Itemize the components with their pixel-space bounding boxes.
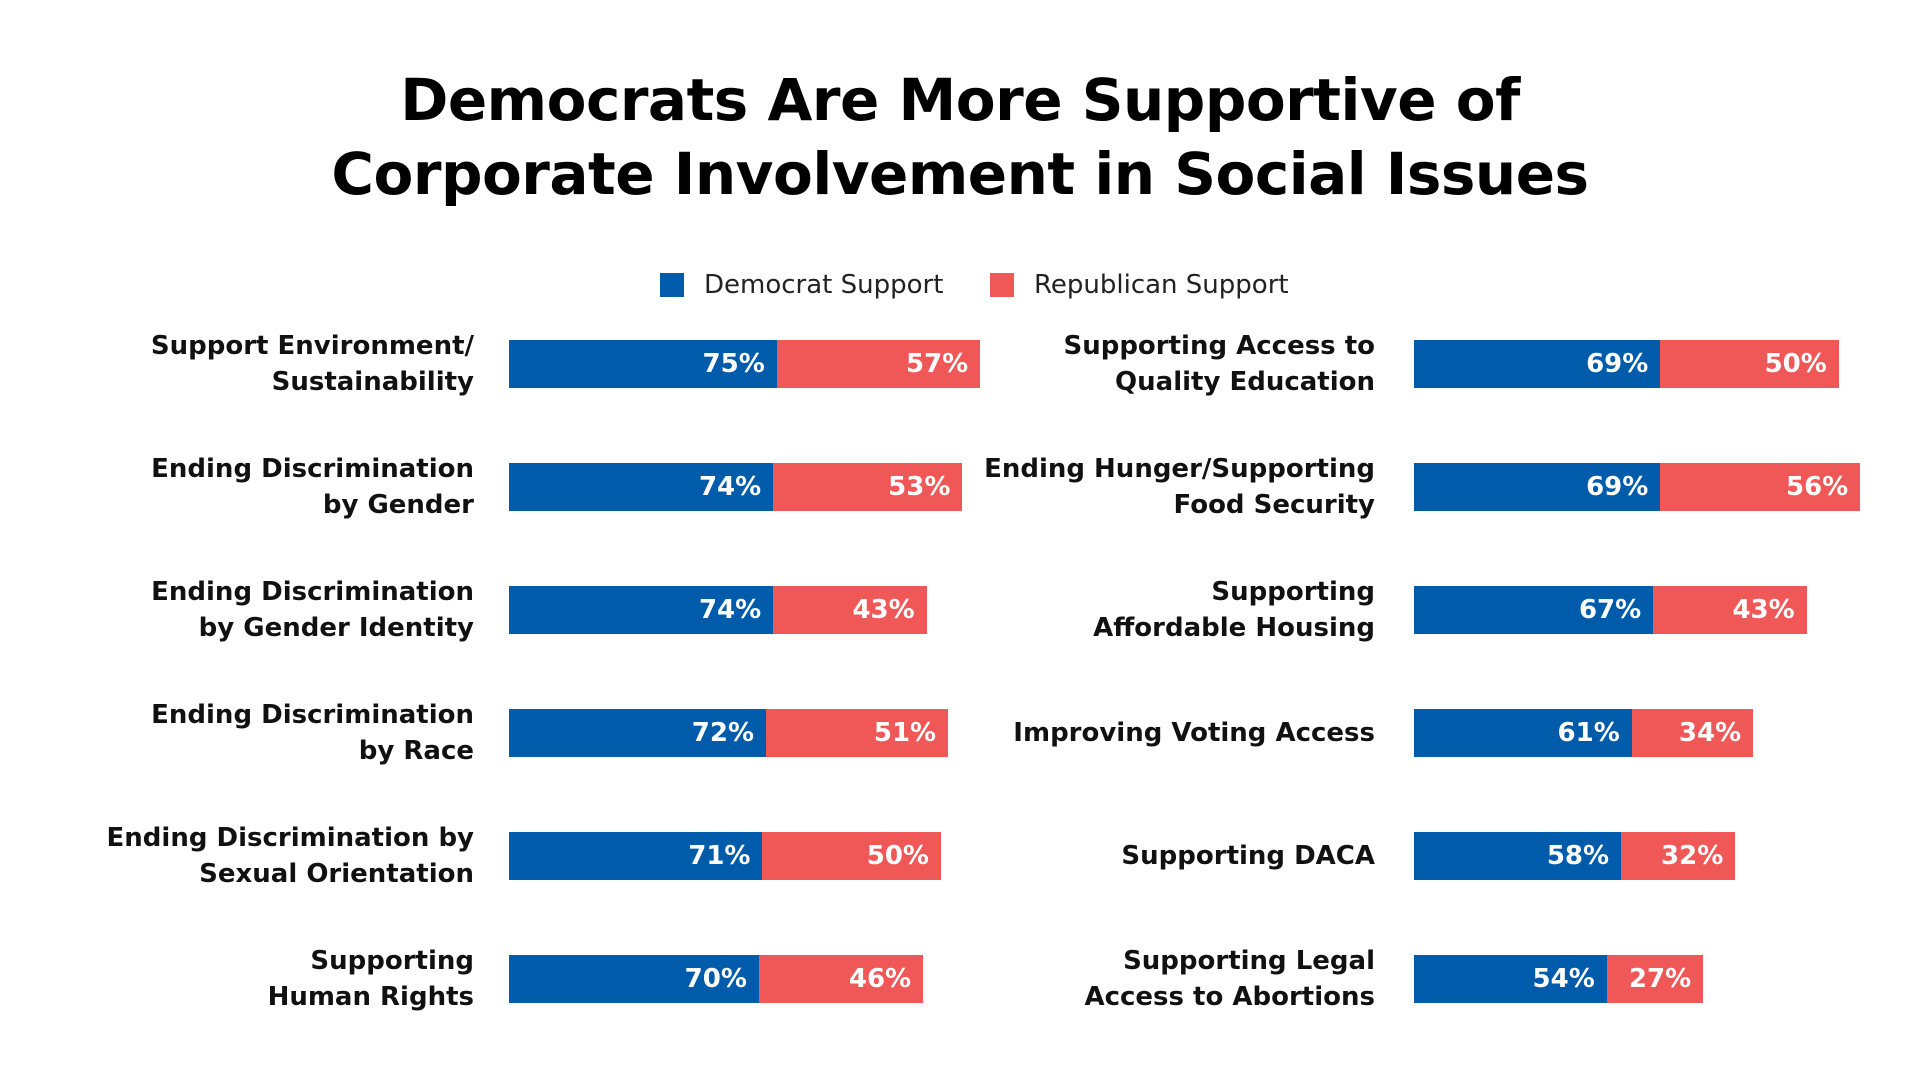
bar-republican: 57% bbox=[776, 340, 981, 388]
data-label-republican: 51% bbox=[873, 718, 937, 748]
bar-republican: 46% bbox=[758, 955, 924, 1003]
category-label-line: by Gender Identity bbox=[198, 613, 474, 643]
bar-democrat: 69% bbox=[1414, 340, 1661, 388]
category-label-line: Sustainability bbox=[271, 367, 474, 397]
data-label-democrat: 71% bbox=[688, 841, 751, 871]
bar-republican: 56% bbox=[1660, 463, 1861, 511]
bar-democrat: 72% bbox=[509, 709, 767, 757]
legend-label-republican: Republican Support bbox=[1034, 270, 1289, 300]
category-label: Ending Discrimination by Race bbox=[151, 697, 474, 769]
data-label-republican: 53% bbox=[888, 472, 951, 502]
category-label-line: by Race bbox=[358, 736, 474, 766]
bar-democrat: 69% bbox=[1414, 463, 1661, 511]
bar-republican: 43% bbox=[1653, 586, 1807, 634]
bar-democrat: 61% bbox=[1414, 709, 1632, 757]
chart-title-line-1: Democrats Are More Supportive of bbox=[400, 66, 1520, 134]
category-label-line: Support Environment/ bbox=[150, 331, 474, 361]
category-label-line: Supporting bbox=[310, 946, 474, 976]
legend-label-democrat: Democrat Support bbox=[704, 270, 944, 300]
bar-democrat: 75% bbox=[509, 340, 777, 388]
category-label-line: by Gender bbox=[322, 490, 474, 520]
category-label-line: Supporting Access to bbox=[1063, 331, 1375, 361]
bar-republican: 43% bbox=[773, 586, 927, 634]
chart-title-line-2: Corporate Involvement in Social Issues bbox=[331, 140, 1589, 208]
data-label-democrat: 61% bbox=[1557, 718, 1620, 748]
category-label-line: Ending Discrimination bbox=[151, 577, 474, 607]
data-label-republican: 56% bbox=[1786, 472, 1849, 502]
data-label-democrat: 69% bbox=[1586, 472, 1649, 502]
data-label-democrat: 72% bbox=[691, 718, 755, 748]
data-label-republican: 34% bbox=[1678, 718, 1742, 748]
category-label-line: Supporting Legal bbox=[1123, 946, 1375, 976]
data-label-democrat: 75% bbox=[702, 349, 765, 379]
bar-republican: 53% bbox=[773, 463, 963, 511]
bar-republican: 27% bbox=[1606, 955, 1704, 1003]
category-label: Ending Discrimination by Gender bbox=[151, 451, 474, 523]
bar-democrat: 74% bbox=[509, 463, 774, 511]
data-label-republican: 57% bbox=[906, 349, 969, 379]
category-label-line: Human Rights bbox=[267, 982, 474, 1012]
bar-democrat: 67% bbox=[1414, 586, 1654, 634]
category-label-line: Ending Discrimination by bbox=[106, 823, 474, 853]
category-label-line: Supporting DACA bbox=[1121, 841, 1375, 871]
data-label-democrat: 69% bbox=[1586, 349, 1649, 379]
legend-item-democrat: Democrat Support bbox=[660, 268, 943, 302]
category-label: Supporting Legal Access to Abortions bbox=[1084, 943, 1375, 1015]
category-label-line: Quality Education bbox=[1115, 367, 1375, 397]
bar-republican: 50% bbox=[762, 832, 941, 880]
data-label-democrat: 74% bbox=[698, 595, 762, 625]
category-label: Supporting Human Rights bbox=[268, 943, 474, 1015]
data-label-republican: 27% bbox=[1628, 964, 1692, 994]
bar-democrat: 74% bbox=[509, 586, 774, 634]
bar-democrat: 54% bbox=[1414, 955, 1607, 1003]
category-label: Ending Hunger/Supporting Food Security bbox=[984, 451, 1375, 523]
bar-republican: 34% bbox=[1631, 709, 1754, 757]
category-label-line: Improving Voting Access bbox=[1013, 718, 1375, 748]
bar-republican: 32% bbox=[1621, 832, 1736, 880]
data-label-republican: 46% bbox=[848, 964, 912, 994]
category-label-line: Access to Abortions bbox=[1084, 982, 1375, 1012]
bar-republican: 50% bbox=[1660, 340, 1839, 388]
legend-swatch-republican bbox=[990, 273, 1014, 297]
category-label: Supporting Access to Quality Education bbox=[1063, 328, 1375, 400]
legend-item-republican: Republican Support bbox=[990, 268, 1289, 302]
data-label-democrat: 74% bbox=[698, 472, 762, 502]
category-label: Supporting Affordable Housing bbox=[1093, 574, 1375, 646]
data-label-republican: 32% bbox=[1661, 841, 1724, 871]
data-label-republican: 43% bbox=[852, 595, 915, 625]
category-label-line: Sexual Orientation bbox=[199, 859, 474, 889]
category-label-line: Food Security bbox=[1173, 490, 1376, 520]
data-label-republican: 50% bbox=[1764, 349, 1827, 379]
category-label: Improving Voting Access bbox=[1013, 715, 1375, 751]
category-label-line: Ending Hunger/Supporting bbox=[984, 454, 1375, 484]
category-label: Ending Discrimination by Gender Identity bbox=[151, 574, 474, 646]
data-label-democrat: 58% bbox=[1546, 841, 1610, 871]
category-label-line: Ending Discrimination bbox=[151, 454, 474, 484]
data-label-democrat: 54% bbox=[1532, 964, 1595, 994]
category-label: Ending Discrimination by Sexual Orientati… bbox=[107, 820, 474, 892]
category-label: Supporting DACA bbox=[1121, 838, 1375, 874]
bar-democrat: 58% bbox=[1414, 832, 1622, 880]
data-label-republican: 43% bbox=[1732, 595, 1795, 625]
bar-democrat: 70% bbox=[509, 955, 759, 1003]
data-label-republican: 50% bbox=[866, 841, 929, 871]
category-label-line: Affordable Housing bbox=[1093, 613, 1375, 643]
category-label: Support Environment/Sustainability bbox=[151, 328, 474, 400]
bar-republican: 51% bbox=[766, 709, 949, 757]
bar-democrat: 71% bbox=[509, 832, 763, 880]
legend-swatch-democrat bbox=[660, 273, 684, 297]
category-label-line: Supporting bbox=[1211, 577, 1375, 607]
data-label-democrat: 67% bbox=[1578, 595, 1642, 625]
category-label-line: Ending Discrimination bbox=[151, 700, 474, 730]
data-label-democrat: 70% bbox=[684, 964, 747, 994]
